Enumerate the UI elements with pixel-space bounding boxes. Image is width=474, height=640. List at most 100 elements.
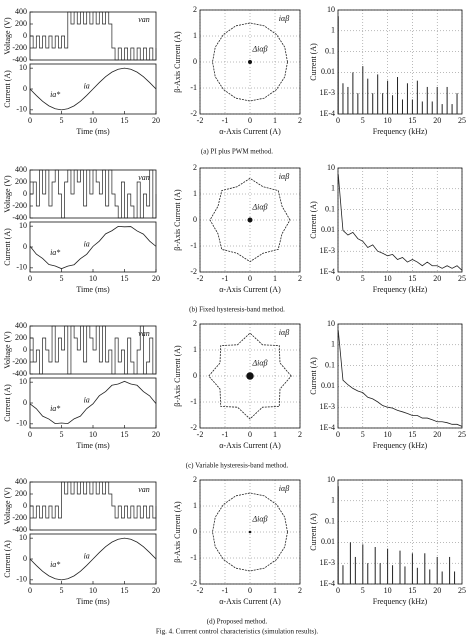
y-tick-label: 0 [23, 398, 27, 407]
x-tick-label: 15 [121, 586, 129, 595]
x-axis-title: Frequency (kHz) [373, 441, 428, 450]
x-tick-label: -1 [222, 430, 229, 439]
x-tick-label: 10 [384, 274, 392, 283]
x-tick-label: 0 [336, 116, 340, 125]
x-tick-label: 25 [458, 586, 466, 595]
y-tick-label: 1E-4 [319, 423, 335, 432]
x-tick-label: 1 [273, 116, 277, 125]
x-axis-title: α-Axis Current (A) [219, 597, 281, 606]
y-axis-title: β-Axis Current (A) [173, 345, 182, 407]
x-tick-label: 2 [298, 430, 302, 439]
error-cluster [248, 530, 252, 534]
y-tick-label: 0 [23, 189, 27, 198]
y-axis-title: Voltage (V) [3, 487, 12, 525]
y-tick-label: 0.1 [325, 360, 335, 369]
x-tick-label: 10 [384, 586, 392, 595]
plot-frame [337, 9, 463, 115]
row-caption: (a) PI plus PWM method. [201, 148, 273, 156]
x-axis-title: α-Axis Current (A) [219, 441, 281, 450]
y-tick-label: -1 [190, 397, 197, 406]
y-axis-title: Current (A) [3, 70, 12, 108]
y-tick-label: 1 [331, 496, 335, 505]
current-trajectory [212, 492, 288, 572]
y-tick-label: -200 [12, 43, 27, 52]
y-tick-label: -200 [12, 357, 27, 366]
annotation: Δiαβ [251, 358, 267, 367]
x-tick-label: 20 [433, 586, 441, 595]
x-tick-label: 5 [361, 586, 365, 595]
y-tick-label: -10 [16, 105, 27, 114]
y-axis-title: Current (A) [309, 43, 318, 81]
y-tick-label: 200 [15, 489, 27, 498]
x-tick-label: 25 [458, 116, 466, 125]
y-axis-title: Current (A) [3, 228, 12, 266]
annotation: ia* [50, 90, 60, 99]
y-tick-label: 10 [19, 63, 27, 72]
voltage-line [30, 325, 157, 375]
y-tick-label: 10 [19, 533, 27, 542]
annotation: Δiαβ [251, 202, 267, 211]
y-tick-label: 0.01 [321, 67, 335, 76]
row-caption: (d) Proposed method. [207, 618, 268, 626]
y-axis-title: Voltage (V) [3, 17, 12, 55]
y-tick-label: 1E-4 [319, 579, 335, 588]
voltage-line [30, 11, 157, 61]
y-tick-label: -400 [12, 213, 27, 222]
annotation: ia [84, 81, 90, 90]
x-axis-title: Time (ms) [76, 285, 110, 294]
y-tick-label: 10 [19, 221, 27, 230]
y-tick-label: 10 [327, 319, 335, 328]
y-tick-label: 0 [193, 371, 197, 380]
y-tick-label: 0 [23, 242, 27, 251]
y-tick-label: 10 [327, 475, 335, 484]
x-tick-label: 5 [60, 274, 64, 283]
annotation: iαβ [279, 328, 289, 337]
annotation: iαβ [279, 14, 289, 23]
y-axis-title: Voltage (V) [3, 175, 12, 213]
y-axis-title: β-Axis Current (A) [173, 501, 182, 563]
x-tick-label: 0 [28, 586, 32, 595]
y-tick-label: 1E-3 [319, 558, 335, 567]
x-tick-label: 15 [121, 116, 129, 125]
y-tick-label: 1 [193, 501, 197, 510]
y-tick-label: 400 [15, 7, 27, 16]
x-tick-label: 5 [60, 116, 64, 125]
y-tick-label: 400 [15, 165, 27, 174]
row-caption: (c) Variable hysteresis-band method. [186, 462, 289, 470]
annotation: van [138, 329, 150, 338]
voltage-line [30, 481, 157, 519]
y-tick-label: 1E-4 [319, 109, 335, 118]
error-cluster [247, 217, 253, 223]
x-tick-label: -2 [197, 116, 204, 125]
figure-caption: Fig. 4. Current control characteristics … [156, 628, 319, 636]
voltage-line [30, 169, 157, 219]
y-tick-label: 1E-3 [319, 402, 335, 411]
current-trajectory [212, 22, 288, 102]
annotation: van [138, 15, 150, 24]
y-axis-title: Current (A) [3, 384, 12, 422]
y-tick-label: 0 [23, 84, 27, 93]
y-tick-label: 0 [193, 215, 197, 224]
x-tick-label: 2 [298, 116, 302, 125]
y-tick-label: 0 [23, 31, 27, 40]
annotation: van [138, 173, 150, 182]
y-axis-title: Voltage (V) [3, 331, 12, 369]
x-tick-label: 15 [408, 274, 416, 283]
x-tick-label: 0 [248, 274, 252, 283]
y-tick-label: 0.1 [325, 46, 335, 55]
plot-frame [337, 323, 463, 429]
y-tick-label: 0.1 [325, 516, 335, 525]
y-tick-label: 2 [193, 5, 197, 14]
y-tick-label: 1 [331, 340, 335, 349]
y-tick-label: 1E-3 [319, 246, 335, 255]
y-tick-label: 1 [193, 31, 197, 40]
x-tick-label: 25 [458, 274, 466, 283]
y-tick-label: -2 [190, 579, 197, 588]
y-tick-label: 10 [327, 5, 335, 14]
x-tick-label: 0 [28, 274, 32, 283]
x-axis-title: Time (ms) [76, 127, 110, 136]
x-tick-label: 15 [121, 274, 129, 283]
x-tick-label: 25 [458, 430, 466, 439]
y-tick-label: 1 [193, 345, 197, 354]
x-tick-label: 15 [121, 430, 129, 439]
